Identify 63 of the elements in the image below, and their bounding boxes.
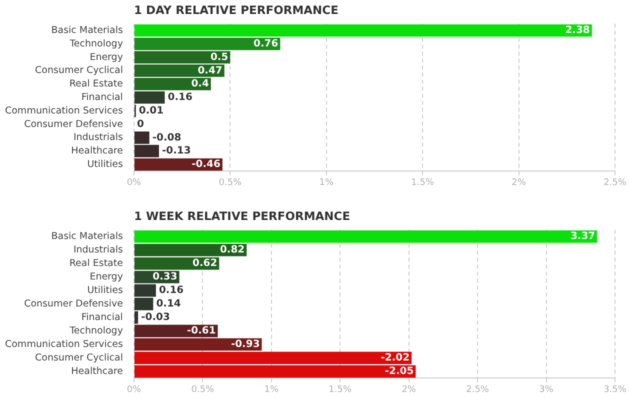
x-tick-label: 0% <box>126 178 142 188</box>
y-tick-label: Consumer Defensive <box>24 118 124 130</box>
x-tick-label: 0.5% <box>218 178 242 188</box>
y-tick-label: Basic Materials <box>51 24 123 36</box>
y-tick-label: Communication Services <box>4 338 123 350</box>
y-tick-label: Real Estate <box>69 78 124 90</box>
data-label: 0.76 <box>254 38 278 50</box>
data-label: 0.16 <box>158 285 184 296</box>
data-label: -0.93 <box>230 339 260 350</box>
y-tick-label: Financial <box>81 312 123 323</box>
bar <box>134 230 598 243</box>
data-label: 0.33 <box>152 272 178 283</box>
x-tick-label: 1.5% <box>411 178 434 188</box>
x-tick-label: 1% <box>264 384 279 395</box>
y-tick-label: Communication Services <box>4 105 123 116</box>
data-label: 0 <box>136 118 144 130</box>
x-tick-label: 2% <box>402 384 416 395</box>
data-label: -0.46 <box>192 159 221 170</box>
x-tick-label: 2.5% <box>466 384 490 395</box>
y-tick-label: Technology <box>68 38 124 50</box>
data-label: 0.01 <box>138 105 164 116</box>
x-tick-label: 2.5% <box>604 178 627 188</box>
y-tick-label: Consumer Cyclical <box>35 352 123 364</box>
y-tick-label: Consumer Defensive <box>24 298 124 310</box>
data-label: -0.03 <box>141 312 170 324</box>
data-label: -0.08 <box>152 132 182 144</box>
y-tick-label: Industrials <box>73 132 123 144</box>
x-tick-label: 3.5% <box>604 384 627 395</box>
data-label: -2.02 <box>380 352 410 364</box>
data-label: -2.05 <box>384 366 414 378</box>
y-tick-label: Basic Materials <box>51 231 123 242</box>
data-label: 0.4 <box>191 78 209 90</box>
data-label: 0.16 <box>168 92 192 104</box>
y-tick-label: Technology <box>68 325 124 336</box>
data-label: 0.62 <box>192 258 218 270</box>
y-tick-label: Healthcare <box>71 146 124 157</box>
y-tick-label: Utilities <box>87 158 123 170</box>
y-tick-label: Energy <box>90 52 124 63</box>
x-tick-label: 0% <box>126 384 142 395</box>
x-tick-label: 3% <box>539 384 554 395</box>
data-label: 3.37 <box>570 231 596 242</box>
bar <box>134 38 280 50</box>
y-tick-label: Financial <box>81 92 123 103</box>
bar <box>134 24 592 37</box>
y-tick-label: Utilities <box>87 284 123 296</box>
data-label: 2.38 <box>565 25 590 36</box>
chart-title: 1 DAY RELATIVE PERFORMANCE <box>134 2 339 17</box>
x-tick-label: 1% <box>319 178 334 188</box>
data-label: -0.61 <box>186 326 216 337</box>
y-tick-label: Healthcare <box>71 366 124 377</box>
data-label: 0.82 <box>220 244 245 256</box>
data-label: -0.13 <box>162 146 191 157</box>
x-tick-label: 1.5% <box>328 384 352 395</box>
x-tick-label: 0.5% <box>191 384 215 395</box>
y-tick-label: Consumer Cyclical <box>35 65 123 76</box>
data-label: 0.47 <box>198 65 222 76</box>
data-label: 0.14 <box>156 298 181 310</box>
chart-title: 1 WEEK RELATIVE PERFORMANCE <box>134 208 350 223</box>
data-label: 0.5 <box>210 52 228 63</box>
y-tick-label: Industrials <box>73 244 123 256</box>
y-tick-label: Energy <box>90 271 124 282</box>
x-tick-label: 2% <box>512 178 526 188</box>
y-tick-label: Real Estate <box>69 258 124 269</box>
